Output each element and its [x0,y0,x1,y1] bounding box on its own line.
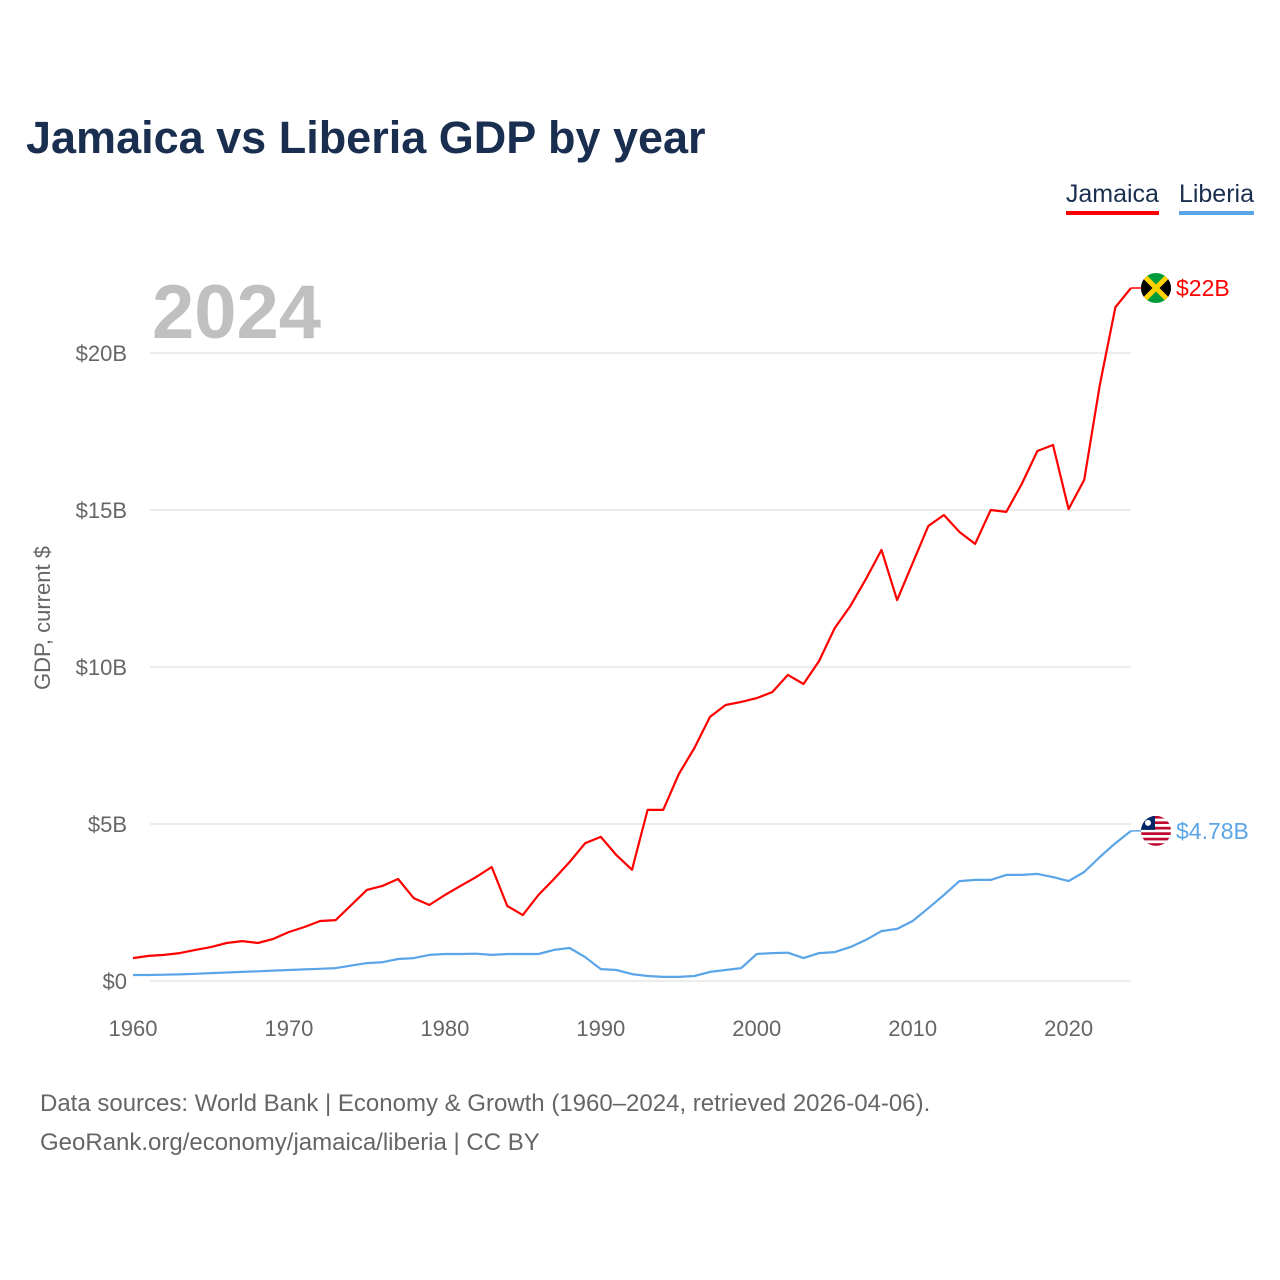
flag-black [1141,273,1156,304]
x-tick-label: 2000 [732,1016,781,1041]
x-tick-label: 1960 [109,1016,158,1041]
year-watermark: 2024 [152,270,321,355]
x-tick-label: 1980 [420,1016,469,1041]
x-tick-label: 1990 [576,1016,625,1041]
liberia-flag-icon [1141,815,1171,846]
end-value-label-liberia: $4.78B [1176,818,1249,844]
source-note: Data sources: World Bank | Economy & Gro… [40,1084,930,1162]
flag-body [1141,815,1171,846]
flag-stripe [1141,826,1171,830]
flag-stripe [1141,837,1171,841]
flag-black [1156,273,1171,304]
jamaica-flag-icon [1141,273,1171,304]
y-tick-label: $5B [88,812,127,837]
end-value-label-jamaica: $22B [1176,275,1230,301]
source-line-2[interactable]: GeoRank.org/economy/jamaica/liberia | CC… [40,1129,540,1156]
y-tick-label: $10B [76,655,127,680]
flag-stripe [1141,832,1171,835]
y-axis-label: GDP, current $ [30,546,55,690]
flag-star [1145,819,1151,826]
legend-item-liberia[interactable]: Liberia [1178,180,1254,215]
series-line-liberia [133,830,1132,979]
flag-stripe [1141,843,1171,846]
y-tick-label: $15B [76,498,127,523]
flag-stripe [1141,829,1171,833]
y-tick-label: $0 [103,969,127,994]
flag-stripe [1141,840,1171,844]
line-chart: 2024 $0 $5B $10B $15B $20B 1960 1970 1980 1990 2… [30,270,1249,1041]
flag-stripe [1141,834,1171,838]
flag-body [1141,273,1171,304]
x-tick-label: 1970 [264,1016,313,1041]
y-tick-label: $20B [76,341,127,366]
flag-cross [1141,273,1171,304]
x-tick-label: 2020 [1044,1016,1093,1041]
flag-stripe [1141,824,1171,827]
x-tick-label: 2010 [888,1016,937,1041]
series-line-jamaica [132,287,1132,960]
flag-stripe [1141,821,1171,825]
legend-item-jamaica[interactable]: Jamaica [1065,180,1159,215]
chart-title: Jamaica vs Liberia GDP by year [26,112,706,163]
legend: Jamaica Liberia [1065,180,1254,215]
source-line-1: Data sources: World Bank | Economy & Gro… [40,1090,931,1117]
flag-stripe [1141,815,1171,819]
flag-stripe [1141,818,1171,822]
